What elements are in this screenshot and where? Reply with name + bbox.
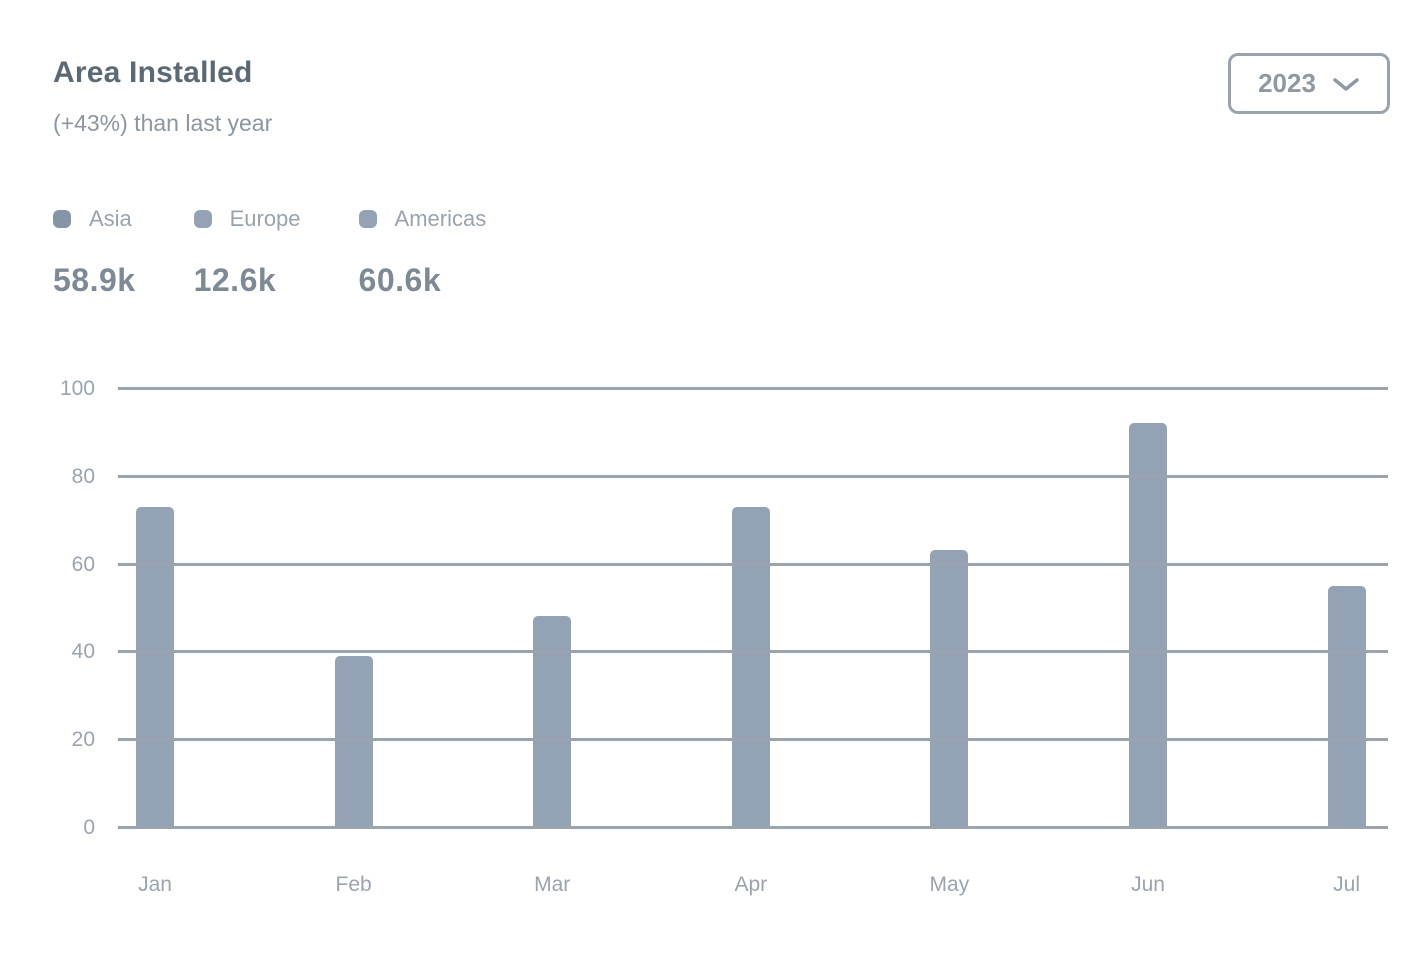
legend-label: Asia [89, 206, 132, 231]
bar-jan[interactable] [136, 506, 174, 827]
y-axis-label: 40 [71, 640, 95, 664]
year-select-value: 2023 [1258, 68, 1316, 98]
legend-total-asia: 58.9k [53, 262, 136, 298]
year-select-button[interactable]: 2023 [1228, 53, 1390, 114]
gridline [118, 650, 1388, 654]
bar-chart: Jan Feb Mar Apr May Jun Jul 0 20 40 60 80 100 [60, 378, 1388, 896]
bar-mar[interactable] [533, 616, 572, 827]
bar-jul[interactable] [1327, 585, 1366, 827]
legend-label: Europe [229, 206, 301, 231]
legend-group-europe: Europe 12.6k [193, 206, 301, 299]
x-axis-label: Jul [1333, 873, 1361, 896]
chart-subtitle: (+43%) than last year [53, 110, 273, 136]
bar-may[interactable] [930, 550, 969, 827]
gridline [118, 474, 1388, 478]
legend-group-asia: Asia 58.9k [53, 206, 136, 299]
gridline [118, 562, 1388, 566]
page-title: Area Installed [53, 56, 253, 89]
gridline [118, 387, 1388, 390]
legend-marker-europe-icon [193, 210, 212, 228]
x-axis-label: Apr [734, 873, 768, 896]
legend-marker-asia-icon [53, 210, 71, 228]
legend-label: Americas [394, 206, 487, 231]
x-axis-label: Jan [138, 873, 172, 896]
chart-legend: Asia 58.9k Europe 12.6k Americas 60.6k [53, 206, 486, 299]
legend-item-americas[interactable]: Americas [358, 206, 487, 232]
y-axis-label: 80 [71, 464, 95, 488]
x-axis-label: Jun [1131, 873, 1165, 896]
card-header: Area Installed (+43%) than last year [53, 56, 272, 137]
x-axis-label: Feb [335, 873, 372, 896]
bar-jun[interactable] [1129, 423, 1167, 827]
legend-marker-americas-icon [358, 210, 377, 228]
x-axis-label: Mar [534, 873, 571, 896]
legend-item-europe[interactable]: Europe [193, 206, 301, 232]
gridline [118, 738, 1388, 742]
y-axis-label: 100 [59, 377, 95, 400]
chevron-down-icon [1333, 78, 1359, 91]
legend-total-europe: 12.6k [193, 262, 277, 298]
x-axis-label: May [929, 873, 970, 896]
y-axis-label: 0 [83, 816, 95, 839]
bar-apr[interactable] [731, 506, 770, 827]
y-axis-label: 20 [71, 728, 95, 752]
legend-item-asia[interactable]: Asia [53, 206, 136, 232]
gridline [118, 826, 1388, 829]
legend-total-americas: 60.6k [358, 262, 442, 298]
bar-feb[interactable] [334, 655, 373, 827]
legend-group-americas: Americas 60.6k [358, 206, 487, 299]
y-axis-label: 60 [71, 552, 95, 576]
